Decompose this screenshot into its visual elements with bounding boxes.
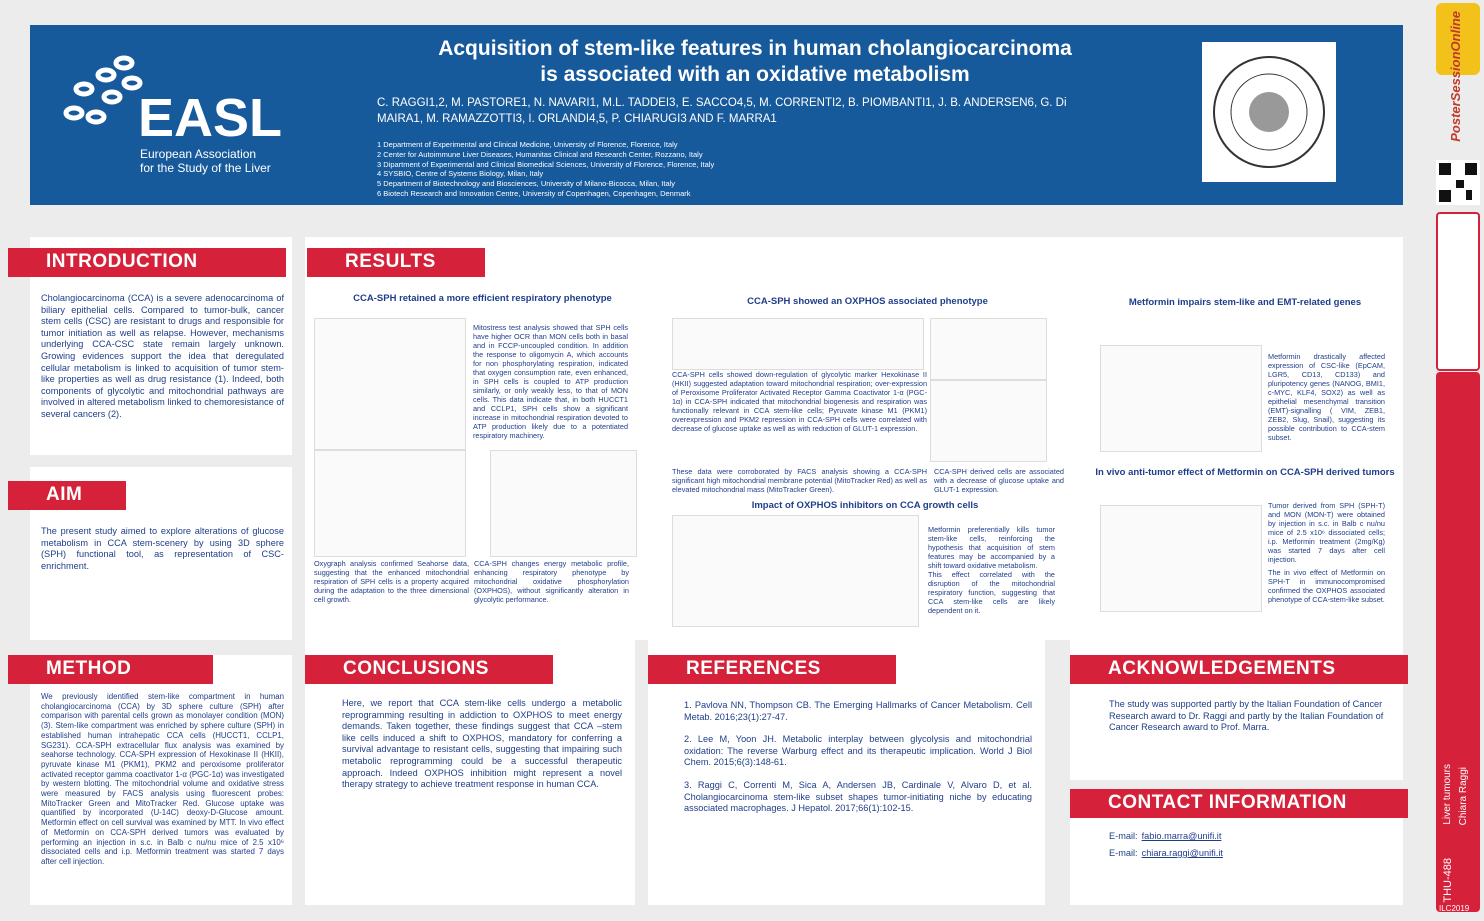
panel-title: Impact of OXPHOS inhibitors on CCA growt… xyxy=(751,500,979,511)
affiliation: 2 Center for Autoimmune Liver Diseases, … xyxy=(377,149,703,159)
figure xyxy=(314,318,466,450)
panel xyxy=(648,640,1045,905)
reference: 2. Lee M, Yoon JH. Metabolic interplay b… xyxy=(684,734,1032,768)
affiliation: 5 Department of Biotechnology and Biosci… xyxy=(377,179,676,189)
logo-sub: European Association xyxy=(140,147,257,161)
contact-row: E-mail: fabio.marra@unifi.it xyxy=(1109,828,1391,845)
university-seal xyxy=(1202,42,1336,182)
figure xyxy=(1100,505,1262,612)
panel-title: Metformin impairs stem-like and EMT-rela… xyxy=(1128,297,1362,308)
affiliation: 3 Dipartment of Experimental and Clinica… xyxy=(377,159,715,169)
body-text: The present study aimed to explore alter… xyxy=(41,526,284,571)
panel-text: The in vivo effect of Metformin on SPH-T… xyxy=(1268,568,1385,604)
section-heading: ACKNOWLEDGEMENTS xyxy=(1070,655,1408,684)
email-label: E-mail: xyxy=(1109,848,1138,858)
title: is associated with an oxidative metaboli… xyxy=(540,63,970,86)
figure xyxy=(930,318,1047,380)
qr-code xyxy=(1436,160,1480,205)
panel-text: These data were corroborated by FACS ana… xyxy=(672,467,927,494)
affiliation: 4 SYSBIO, Centre of Systems Biology, Mil… xyxy=(377,169,544,179)
logo-sub: for the Study of the Liver xyxy=(140,161,271,175)
body-text: We previously identified stem-like compa… xyxy=(41,692,284,866)
email-link[interactable]: chiara.raggi@unifi.it xyxy=(1141,848,1223,858)
brand-tab: PosterSessionOnline xyxy=(1436,3,1480,142)
author: Chiara Raggi xyxy=(1458,767,1469,826)
panel-title: CCA-SPH showed an OXPHOS associated phen… xyxy=(747,296,988,307)
panel-title: CCA-SPH retained a more efficient respir… xyxy=(353,293,612,304)
panel-text: Metformin drastically affected expressio… xyxy=(1268,352,1385,442)
email-link[interactable]: fabio.marra@unifi.it xyxy=(1141,831,1222,841)
panel-text: CCA-SPH derived cells are associated wit… xyxy=(934,467,1064,494)
logo-mark xyxy=(63,55,143,125)
topic: Liver tumours xyxy=(1442,764,1453,825)
body-text: Cholangiocarcinoma (CCA) is a severe ade… xyxy=(41,293,284,419)
reference-list: 1. Pavlova NN, Thompson CB. The Emerging… xyxy=(684,700,1032,826)
panel-text: Oxygraph analysis confirmed Seahorse dat… xyxy=(314,559,469,604)
contact-list: E-mail: fabio.marra@unifi.it E-mail: chiara… xyxy=(1109,828,1391,862)
figure xyxy=(490,450,637,557)
figure xyxy=(930,380,1047,462)
figure xyxy=(672,318,924,370)
authors: C. RAGGI1,2, M. PASTORE1, N. NAVARI1, M.… xyxy=(377,97,1067,109)
authors: MAIRA1, M. RAMAZZOTTI3, I. ORLANDI4,5, P… xyxy=(377,113,777,125)
panel-text: Tumor derived from SPH (SPH-T) and MON (… xyxy=(1268,501,1385,564)
panel-text: CCA-SPH changes energy metabolic profile… xyxy=(474,559,629,604)
body-text: Here, we report that CCA stem-like cells… xyxy=(342,698,622,790)
congress-tab xyxy=(1436,212,1480,371)
contact-row: E-mail: chiara.raggi@unifi.it xyxy=(1109,845,1391,862)
figure xyxy=(672,515,919,627)
section-heading: INTRODUCTION xyxy=(8,248,286,277)
panel xyxy=(305,640,635,905)
email-label: E-mail: xyxy=(1109,831,1138,841)
panel xyxy=(30,655,292,905)
section-heading: AIM xyxy=(8,481,126,510)
section-heading: REFERENCES xyxy=(648,655,896,684)
logo-text: EASL xyxy=(138,88,283,148)
poster-code: THU-488 xyxy=(1442,858,1454,903)
section-heading: METHOD xyxy=(8,655,213,684)
affiliations: 1 Department of Experimental and Clinica… xyxy=(377,140,714,199)
panel-title: In vivo anti-tumor effect of Metformin o… xyxy=(1095,467,1395,478)
event: ILC2019 xyxy=(1439,904,1470,913)
figure xyxy=(1100,345,1262,452)
title: Acquisition of stem-like features in hum… xyxy=(438,37,1072,60)
body-text: The study was supported partly by the It… xyxy=(1109,699,1384,733)
brand: PosterSessionOnline xyxy=(1448,11,1463,142)
header: EASL European Association for the Study … xyxy=(30,25,1403,205)
panel-text: Mitostress test analysis showed that SPH… xyxy=(473,323,628,440)
affiliation: 6 Biotech Research and Innovation Centre… xyxy=(377,188,691,198)
figure xyxy=(314,450,466,557)
panel-text: This effect correlated with the disrupti… xyxy=(928,570,1055,615)
reference: 1. Pavlova NN, Thompson CB. The Emerging… xyxy=(684,700,1032,722)
section-heading: CONTACT INFORMATION xyxy=(1070,789,1408,818)
section-heading: RESULTS xyxy=(307,248,485,277)
info-tab: Liver tumours Chiara Raggi THU-488 ILC20… xyxy=(1436,372,1480,913)
section-heading: CONCLUSIONS xyxy=(305,655,553,684)
reference: 3. Raggi C, Correnti M, Sica A, Andersen… xyxy=(684,779,1032,814)
affiliation: 1 Department of Experimental and Clinica… xyxy=(377,140,678,149)
panel-text: Metformin preferentially kills tumor ste… xyxy=(928,525,1055,570)
panel-text: CCA-SPH cells showed down-regulation of … xyxy=(672,370,927,433)
